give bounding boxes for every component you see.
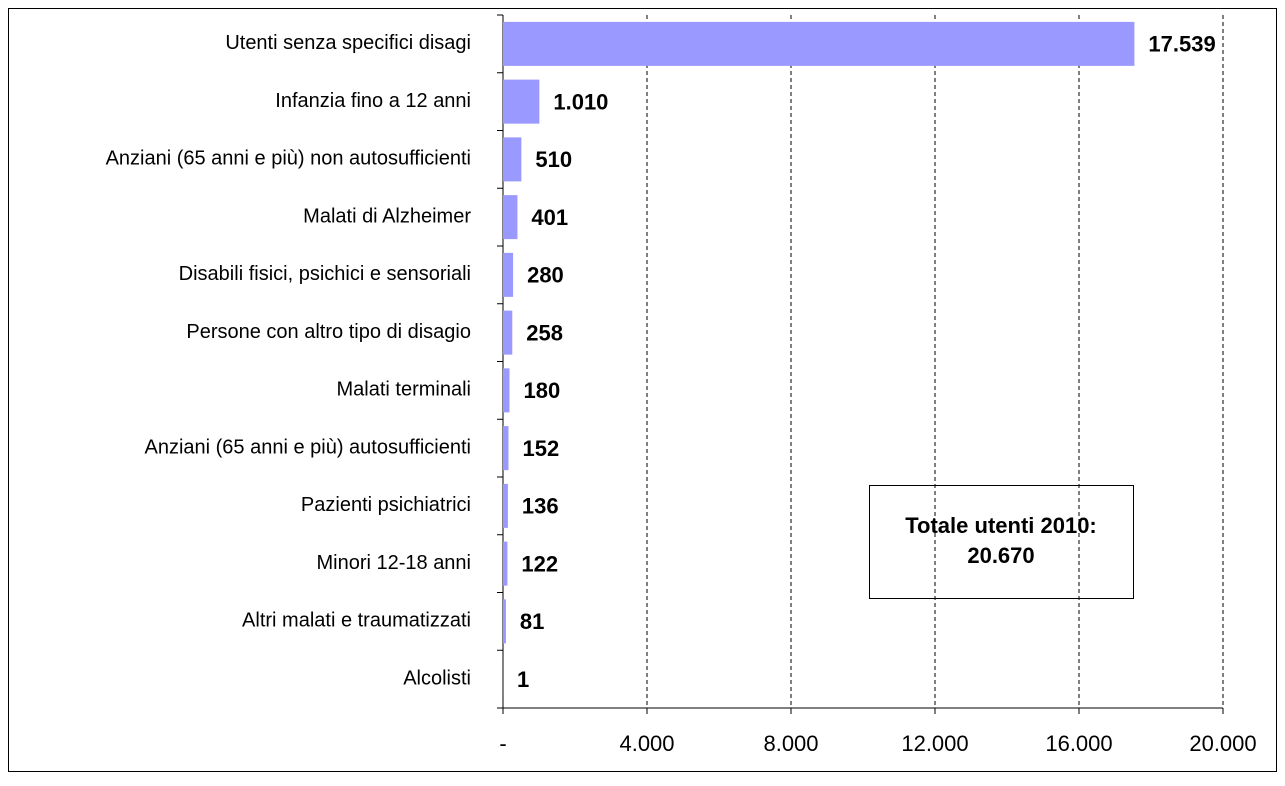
data-label: 122 xyxy=(521,551,558,576)
annotation-text: 20.670 xyxy=(967,543,1034,568)
bar xyxy=(503,599,506,643)
x-tick-label: 4.000 xyxy=(619,731,674,756)
data-label: 136 xyxy=(522,494,559,519)
data-label: 1 xyxy=(517,667,529,692)
y-tick-label: Altri malati e traumatizzati xyxy=(242,610,471,632)
data-label: 280 xyxy=(527,263,564,288)
y-tick-label: Alcolisti xyxy=(403,667,471,689)
y-tick-label: Minori 12-18 anni xyxy=(316,552,471,574)
y-tick-label: Utenti senza specifici disagi xyxy=(225,32,471,54)
data-label: 401 xyxy=(531,205,568,230)
data-label: 258 xyxy=(526,320,563,345)
x-tick-label: 8.000 xyxy=(763,731,818,756)
bar xyxy=(503,22,1134,66)
y-tick-label: Disabili fisici, psichici e sensoriali xyxy=(179,263,471,285)
bar xyxy=(503,484,508,528)
y-tick-label: Infanzia fino a 12 anni xyxy=(275,90,471,112)
data-label: 1.010 xyxy=(553,89,608,114)
y-tick-label: Pazienti psichiatrici xyxy=(301,494,471,516)
y-tick-label: Anziani (65 anni e più) autosufficienti xyxy=(144,436,471,458)
bar xyxy=(503,368,509,412)
y-tick-label: Malati di Alzheimer xyxy=(303,205,471,227)
bar xyxy=(503,80,539,124)
bar xyxy=(503,137,521,181)
y-tick-label: Malati terminali xyxy=(337,379,471,401)
y-tick-label: Anziani (65 anni e più) non autosufficie… xyxy=(106,148,471,170)
bar xyxy=(503,542,507,586)
data-label: 81 xyxy=(520,609,544,634)
y-tick-label: Persone con altro tipo di disagio xyxy=(186,321,471,343)
x-tick-label: 20.000 xyxy=(1189,731,1256,756)
data-label: 180 xyxy=(523,378,560,403)
annotation-text: Totale utenti 2010: xyxy=(905,513,1097,538)
data-label: 510 xyxy=(535,147,572,172)
data-label: 152 xyxy=(522,436,559,461)
bar xyxy=(503,311,512,355)
x-tick-label: 16.000 xyxy=(1045,731,1112,756)
x-tick-label: - xyxy=(499,731,506,756)
bar xyxy=(503,195,517,239)
bar xyxy=(503,426,508,470)
chart-border xyxy=(9,9,1277,772)
data-label: 17.539 xyxy=(1148,32,1215,57)
bar xyxy=(503,253,513,297)
x-tick-label: 12.000 xyxy=(901,731,968,756)
